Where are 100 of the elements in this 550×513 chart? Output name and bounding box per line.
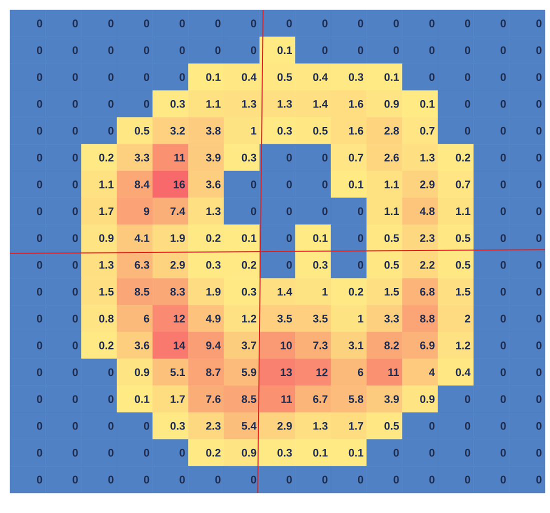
data-label: 0.9 <box>420 395 435 403</box>
data-label: 0 <box>286 20 292 28</box>
data-label: 0 <box>144 73 150 81</box>
data-label: 2.9 <box>170 261 185 269</box>
data-label: 0 <box>429 422 434 430</box>
data-label: 0 <box>72 368 78 376</box>
data-label: 0.3 <box>242 288 256 296</box>
data-label: 0 <box>108 46 114 54</box>
data-label: 3.3 <box>384 314 399 322</box>
data-label: 0 <box>72 314 78 322</box>
data-label: 1.3 <box>278 100 292 108</box>
data-label: 0 <box>180 476 185 484</box>
data-label: 1 <box>251 126 256 135</box>
data-label: 0 <box>536 395 542 403</box>
data-label: 6 <box>358 368 364 376</box>
data-label: 0 <box>536 288 542 296</box>
data-label: 3.9 <box>384 395 399 403</box>
data-label: 8.5 <box>242 395 256 403</box>
data-label: 0.1 <box>206 73 221 81</box>
data-label: 0 <box>72 46 78 54</box>
data-label: 1.3 <box>313 422 328 430</box>
data-label: 0 <box>36 368 42 376</box>
data-label: 0 <box>144 448 150 457</box>
data-label: 7.4 <box>170 207 186 216</box>
data-label: 0 <box>36 288 42 296</box>
data-label: 1.1 <box>206 100 221 108</box>
data-label: 0 <box>322 154 328 162</box>
data-label: 1.7 <box>99 207 114 216</box>
data-label: 0 <box>322 180 328 188</box>
data-label: 0 <box>180 20 185 28</box>
data-label: 0 <box>180 448 185 457</box>
data-label: 0 <box>536 73 542 81</box>
data-label: 0 <box>500 73 506 81</box>
data-label: 0.5 <box>277 73 292 81</box>
data-label: 0 <box>144 476 150 484</box>
data-label: 0.1 <box>348 180 364 188</box>
data-label: 0 <box>108 73 114 81</box>
data-label: 0 <box>36 46 42 54</box>
data-label: 1.5 <box>99 288 114 296</box>
data-label: 1.3 <box>420 154 435 162</box>
data-label: 0 <box>180 73 185 81</box>
data-label: 1.1 <box>384 207 399 216</box>
data-label: 0 <box>500 180 506 188</box>
data-label: 0.2 <box>206 448 221 457</box>
data-label: 0.2 <box>99 154 114 162</box>
data-label: 14 <box>174 342 186 350</box>
data-label: 0.5 <box>384 234 399 242</box>
data-label: 0 <box>464 126 470 135</box>
data-label: 0 <box>250 476 256 484</box>
data-label: 1.2 <box>456 342 470 350</box>
data-label: 0 <box>36 20 42 28</box>
data-label: 0 <box>144 422 150 430</box>
data-label: 0 <box>72 126 78 135</box>
data-label: 0 <box>72 234 78 242</box>
data-label: 0.5 <box>313 126 328 135</box>
data-label: 0.1 <box>313 234 328 242</box>
data-label: 1.1 <box>456 207 470 216</box>
data-label: 0 <box>322 476 328 484</box>
data-label: 0 <box>36 395 42 403</box>
data-label: 0 <box>36 422 42 430</box>
data-label: 5.8 <box>348 395 364 403</box>
data-label: 0 <box>500 234 506 242</box>
data-label: 0.7 <box>456 180 470 188</box>
data-label: 0 <box>36 234 42 242</box>
data-label: 0 <box>286 234 292 242</box>
data-label: 0.7 <box>348 154 364 162</box>
data-label: 16 <box>174 180 185 188</box>
data-label: 4.9 <box>206 314 221 322</box>
data-label: 2.6 <box>384 154 399 162</box>
data-label: 0.3 <box>313 261 328 269</box>
data-label: 3.6 <box>206 180 221 188</box>
data-label: 0 <box>536 476 542 484</box>
data-label: 10 <box>280 342 292 350</box>
data-label: 2.3 <box>206 422 221 430</box>
data-label: 0 <box>72 342 78 350</box>
data-label: 1.6 <box>349 100 364 108</box>
data-label: 0 <box>286 154 292 162</box>
data-label: 3.7 <box>242 342 256 350</box>
data-label: 0.1 <box>348 448 364 457</box>
data-label: 6.7 <box>313 395 328 403</box>
data-label: 0 <box>536 261 542 269</box>
data-label: 0.1 <box>420 100 435 108</box>
data-label: 0.3 <box>348 73 364 81</box>
data-label: 0 <box>464 46 470 54</box>
data-label: 0.5 <box>384 261 399 269</box>
data-label: 0 <box>36 342 42 350</box>
data-label: 0 <box>108 20 114 28</box>
data-label: 1.4 <box>278 288 292 296</box>
data-label: 0 <box>429 20 434 28</box>
data-label: 0 <box>464 20 470 28</box>
data-label: 3.5 <box>277 314 292 322</box>
data-label: 0.3 <box>170 422 185 430</box>
data-label: 9 <box>144 207 150 216</box>
data-label: 0 <box>429 46 434 54</box>
data-label: 0 <box>36 126 42 135</box>
data-label: 0.1 <box>384 73 399 81</box>
data-label: 0 <box>286 261 292 269</box>
data-label: 1.9 <box>170 234 185 242</box>
data-label: 0 <box>429 476 434 484</box>
data-label: 0 <box>72 395 78 403</box>
